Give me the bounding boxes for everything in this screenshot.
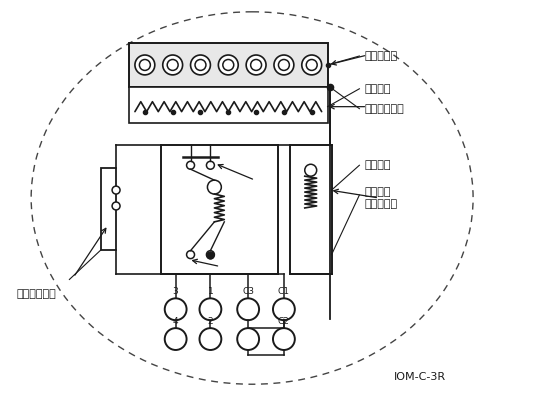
Text: 表示器付: 表示器付 (364, 187, 391, 197)
Circle shape (187, 250, 194, 259)
Circle shape (163, 55, 183, 75)
Circle shape (273, 298, 295, 320)
Circle shape (305, 164, 316, 176)
Circle shape (274, 55, 294, 75)
Text: 即時要素接点: 即時要素接点 (17, 289, 57, 299)
Circle shape (165, 328, 187, 350)
Text: 限時要素接点: 限時要素接点 (364, 104, 404, 114)
Circle shape (246, 55, 266, 75)
Circle shape (195, 59, 206, 70)
Bar (101, 168, 116, 250)
Bar (290, 145, 332, 274)
Text: IOM-C-3R: IOM-C-3R (394, 372, 446, 382)
Circle shape (273, 328, 295, 350)
Circle shape (237, 298, 259, 320)
Text: C3: C3 (242, 287, 254, 297)
Text: 限時要素: 限時要素 (364, 84, 391, 94)
Circle shape (139, 59, 150, 70)
Circle shape (112, 186, 120, 194)
Text: 1: 1 (207, 287, 213, 297)
Circle shape (218, 55, 238, 75)
Circle shape (302, 55, 322, 75)
Circle shape (165, 298, 187, 320)
Text: C2: C2 (278, 317, 290, 326)
Circle shape (112, 202, 120, 210)
Text: 電流整定板: 電流整定板 (364, 51, 397, 61)
Bar (129, 43, 328, 87)
Text: 即時要素: 即時要素 (364, 160, 391, 170)
Circle shape (135, 55, 155, 75)
Circle shape (187, 161, 194, 169)
Circle shape (206, 161, 214, 169)
Circle shape (279, 59, 289, 70)
Text: C1: C1 (278, 287, 290, 297)
Circle shape (237, 328, 259, 350)
Text: 4: 4 (173, 317, 178, 326)
Circle shape (206, 250, 214, 259)
Circle shape (223, 59, 234, 70)
Bar (129, 87, 328, 122)
Circle shape (199, 298, 221, 320)
Circle shape (191, 55, 211, 75)
Bar (161, 145, 278, 274)
Circle shape (199, 328, 221, 350)
Circle shape (207, 180, 221, 194)
Text: 補助接触器: 補助接触器 (364, 199, 397, 209)
Text: 2: 2 (207, 317, 213, 326)
Circle shape (167, 59, 178, 70)
Circle shape (251, 59, 261, 70)
Circle shape (306, 59, 317, 70)
Text: 3: 3 (173, 287, 179, 297)
